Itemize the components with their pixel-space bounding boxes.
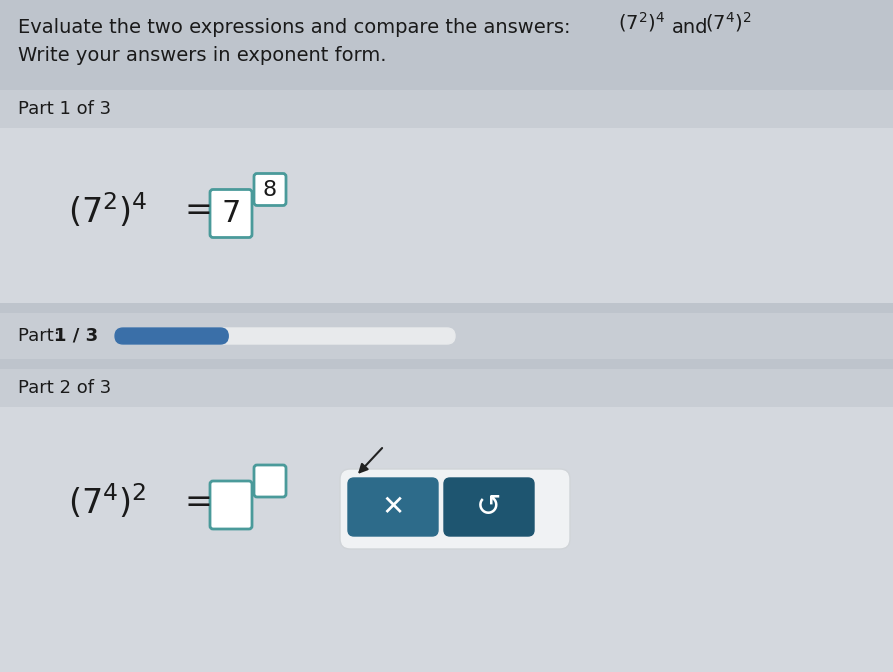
Text: Write your answers in exponent form.: Write your answers in exponent form. — [18, 46, 387, 65]
FancyBboxPatch shape — [210, 481, 252, 529]
FancyBboxPatch shape — [115, 328, 455, 344]
FancyBboxPatch shape — [254, 173, 286, 206]
Text: ✕: ✕ — [381, 493, 405, 521]
Bar — [0, 0, 893, 90]
Bar — [0, 313, 893, 359]
Text: =: = — [185, 485, 213, 519]
Text: and: and — [672, 18, 708, 37]
Text: ↺: ↺ — [476, 493, 502, 521]
Text: Part 1 of 3: Part 1 of 3 — [18, 100, 111, 118]
Text: =: = — [185, 194, 213, 227]
Text: 8: 8 — [263, 179, 277, 200]
Text: Part 2 of 3: Part 2 of 3 — [18, 379, 112, 397]
FancyBboxPatch shape — [210, 190, 252, 237]
Bar — [0, 407, 893, 672]
Text: Part:: Part: — [18, 327, 65, 345]
Text: Evaluate the two expressions and compare the answers:: Evaluate the two expressions and compare… — [18, 18, 571, 37]
Text: $(7^4)^2$: $(7^4)^2$ — [705, 10, 752, 34]
FancyBboxPatch shape — [444, 478, 534, 536]
Text: $(7^2)^4$: $(7^2)^4$ — [68, 191, 147, 230]
Bar — [0, 369, 893, 407]
FancyBboxPatch shape — [115, 328, 229, 344]
FancyBboxPatch shape — [348, 478, 438, 536]
Bar — [0, 90, 893, 128]
Text: 1 / 3: 1 / 3 — [54, 327, 98, 345]
Text: $(7^2)^4$: $(7^2)^4$ — [618, 10, 665, 34]
Text: 7: 7 — [221, 199, 241, 228]
Bar — [0, 128, 893, 303]
FancyBboxPatch shape — [254, 465, 286, 497]
Text: $(7^4)^2$: $(7^4)^2$ — [68, 482, 146, 521]
Bar — [0, 303, 893, 313]
Bar — [0, 359, 893, 369]
FancyBboxPatch shape — [340, 469, 570, 549]
